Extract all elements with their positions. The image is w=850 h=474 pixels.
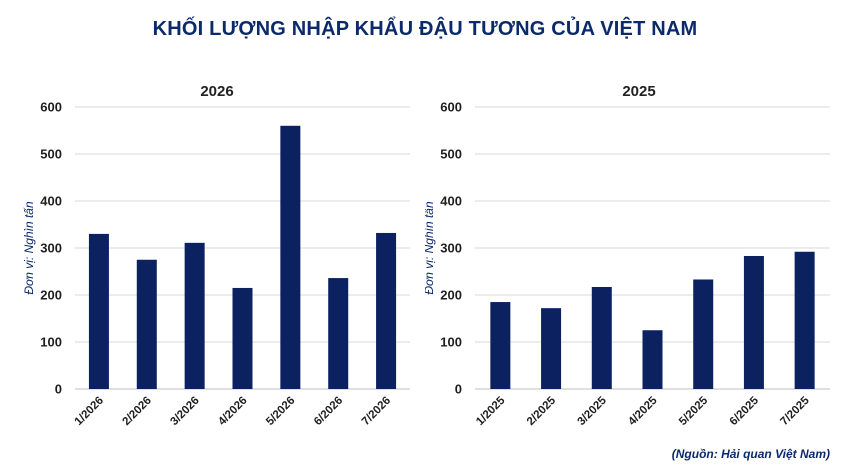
y-tick-label: 200 xyxy=(440,288,462,303)
bar xyxy=(88,233,109,389)
y-tick-label: 200 xyxy=(40,288,62,303)
x-tick-label: 2/2026 xyxy=(121,395,154,428)
y-tick-label: 0 xyxy=(455,382,462,397)
y-tick-label: 500 xyxy=(40,147,62,162)
main-title: KHỐI LƯỢNG NHẬP KHẨU ĐẬU TƯƠNG CỦA VIỆT … xyxy=(152,18,698,40)
chart-title: 2025 xyxy=(622,83,655,100)
y-axis-label: Đơn vị: Nghìn tấn xyxy=(22,201,36,295)
bar xyxy=(490,302,511,389)
y-axis-label: Đơn vị: Nghìn tấn xyxy=(425,201,436,295)
x-tick-label: 6/2025 xyxy=(728,394,762,428)
x-tick-label: 3/2026 xyxy=(168,395,201,428)
source-note: (Nguồn: Hải quan Việt Nam) xyxy=(671,447,830,461)
bar xyxy=(541,308,562,389)
bar xyxy=(376,232,397,389)
x-tick-label: 1/2025 xyxy=(474,394,508,428)
bar xyxy=(136,259,157,389)
x-tick-label: 4/2025 xyxy=(626,394,660,428)
bar xyxy=(743,255,764,389)
y-tick-label: 0 xyxy=(55,382,62,397)
x-tick-label: 7/2025 xyxy=(778,394,812,428)
x-tick-label: 5/2025 xyxy=(677,394,711,428)
y-tick-label: 500 xyxy=(440,147,462,162)
x-tick-label: 7/2026 xyxy=(360,395,393,428)
bar xyxy=(642,330,663,389)
y-tick-label: 400 xyxy=(40,194,62,209)
y-tick-label: 100 xyxy=(40,335,62,350)
x-tick-label: 5/2026 xyxy=(264,395,297,428)
y-tick-label: 300 xyxy=(440,241,462,256)
x-tick-label: 2/2025 xyxy=(525,394,559,428)
chart-title: 2026 xyxy=(200,83,233,100)
bar xyxy=(280,125,301,390)
bar xyxy=(591,287,612,389)
chart-2025: 2025 0 100 200 300 400 500 600 Đơn vị: Nghìn tấn… xyxy=(425,83,830,428)
y-tick-label: 600 xyxy=(40,100,62,115)
bar xyxy=(693,279,714,389)
bar xyxy=(794,251,815,389)
x-tick-label: 1/2026 xyxy=(73,395,106,428)
x-tick-label: 4/2026 xyxy=(216,395,249,428)
x-tick-label: 6/2026 xyxy=(312,395,345,428)
y-tick-label: 600 xyxy=(440,100,462,115)
bar xyxy=(232,287,253,389)
chart-2026: 2026 0 100 200 300 400 500 600 Đơn vị: Nghìn tấn… xyxy=(22,83,410,428)
y-tick-label: 400 xyxy=(440,194,462,209)
y-tick-label: 100 xyxy=(440,335,462,350)
bar xyxy=(328,278,349,389)
y-tick-label: 300 xyxy=(40,241,62,256)
x-tick-label: 3/2025 xyxy=(576,394,610,428)
bar xyxy=(184,242,205,389)
